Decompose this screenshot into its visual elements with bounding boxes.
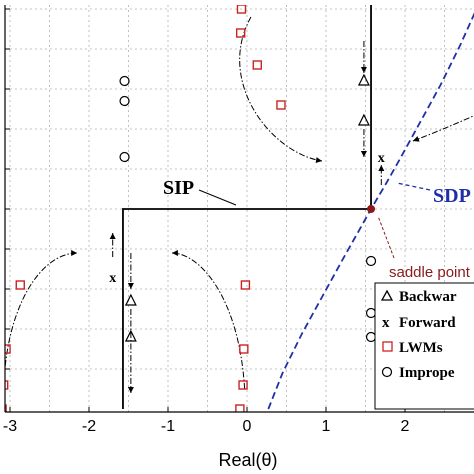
lwm-marker <box>235 404 245 412</box>
sdp-pointer <box>396 182 431 191</box>
legend-item-lwms: LWMs <box>382 340 443 356</box>
x-tick-label: 0 <box>243 418 252 435</box>
arrow-head-icon <box>127 283 134 289</box>
legend-item-improper: Imprope <box>381 365 455 381</box>
lwm-marker <box>5 380 9 390</box>
improper-marker <box>119 95 130 107</box>
legend-triangle-icon <box>380 289 394 301</box>
markers: xx <box>5 5 385 412</box>
backward-marker <box>357 73 370 86</box>
arrow-head-icon <box>360 67 367 73</box>
x-tick-label: -2 <box>82 418 96 435</box>
annotations: SIP SDP saddle point <box>163 177 471 281</box>
lwm-marker <box>15 280 25 290</box>
improper-marker <box>119 75 130 87</box>
legend-circle-icon <box>381 366 393 378</box>
lwm-marker <box>236 5 247 14</box>
arrow-head-icon <box>71 250 78 256</box>
trajectory-arrow <box>171 252 246 390</box>
legend-label-improper: Imprope <box>399 365 455 381</box>
backward-marker <box>357 113 370 126</box>
lwm-marker <box>252 60 262 70</box>
arrow-head-icon <box>412 136 420 142</box>
improper-marker <box>119 151 130 163</box>
lwm-marker <box>239 344 249 354</box>
forward-marker: x <box>378 151 385 166</box>
trajectory-arrows <box>5 16 474 393</box>
legend-label-lwms: LWMs <box>399 340 443 356</box>
lwm-marker <box>235 28 246 38</box>
saddle-point-marker <box>367 205 376 213</box>
legend: Backwar x Forward LWMs Imprope <box>374 282 474 410</box>
saddle-point-label: saddle point <box>389 264 471 281</box>
x-tick-label: -1 <box>161 418 175 435</box>
trajectory-arrow <box>239 16 323 162</box>
sip-pointer <box>198 189 237 206</box>
arrow-head-icon <box>315 157 323 164</box>
lwm-marker <box>5 404 7 412</box>
legend-label-forward: Forward <box>399 315 456 331</box>
saddle-point-pointer <box>377 215 395 259</box>
backward-marker <box>124 293 137 306</box>
backward-marker <box>124 329 137 342</box>
forward-marker: x <box>109 271 116 286</box>
sip-label: SIP <box>163 177 194 199</box>
lwm-marker <box>238 380 248 390</box>
arrow-head-icon <box>171 250 178 256</box>
x-tick-label: -3 <box>3 418 17 435</box>
trajectory-arrow <box>5 252 78 375</box>
sip-path-line <box>122 5 372 409</box>
x-tick-label: 1 <box>322 418 331 435</box>
lwm-marker <box>276 100 286 110</box>
improper-marker <box>365 255 377 267</box>
lwm-marker <box>240 280 251 290</box>
sdp-label: SDP <box>433 185 471 207</box>
arrow-head-icon <box>127 387 134 393</box>
improper-marker <box>365 331 377 343</box>
x-tick-label: 2 <box>401 418 410 435</box>
x-ticks: -3 -2 -1 0 1 2 <box>3 8 410 435</box>
legend-item-backward: Backwar <box>380 289 457 305</box>
legend-x-icon: x <box>382 315 390 331</box>
arrow-head-icon <box>109 233 116 239</box>
trajectory-arrow <box>412 115 474 142</box>
legend-square-icon <box>382 341 393 352</box>
improper-marker <box>365 307 377 319</box>
lwm-marker <box>5 344 11 354</box>
legend-label-backward: Backwar <box>399 289 457 305</box>
arrow-head-icon <box>378 165 385 171</box>
arrow-head-icon <box>360 151 367 157</box>
legend-item-forward: x Forward <box>382 315 456 331</box>
x-axis-title: Real(θ) <box>218 450 277 470</box>
